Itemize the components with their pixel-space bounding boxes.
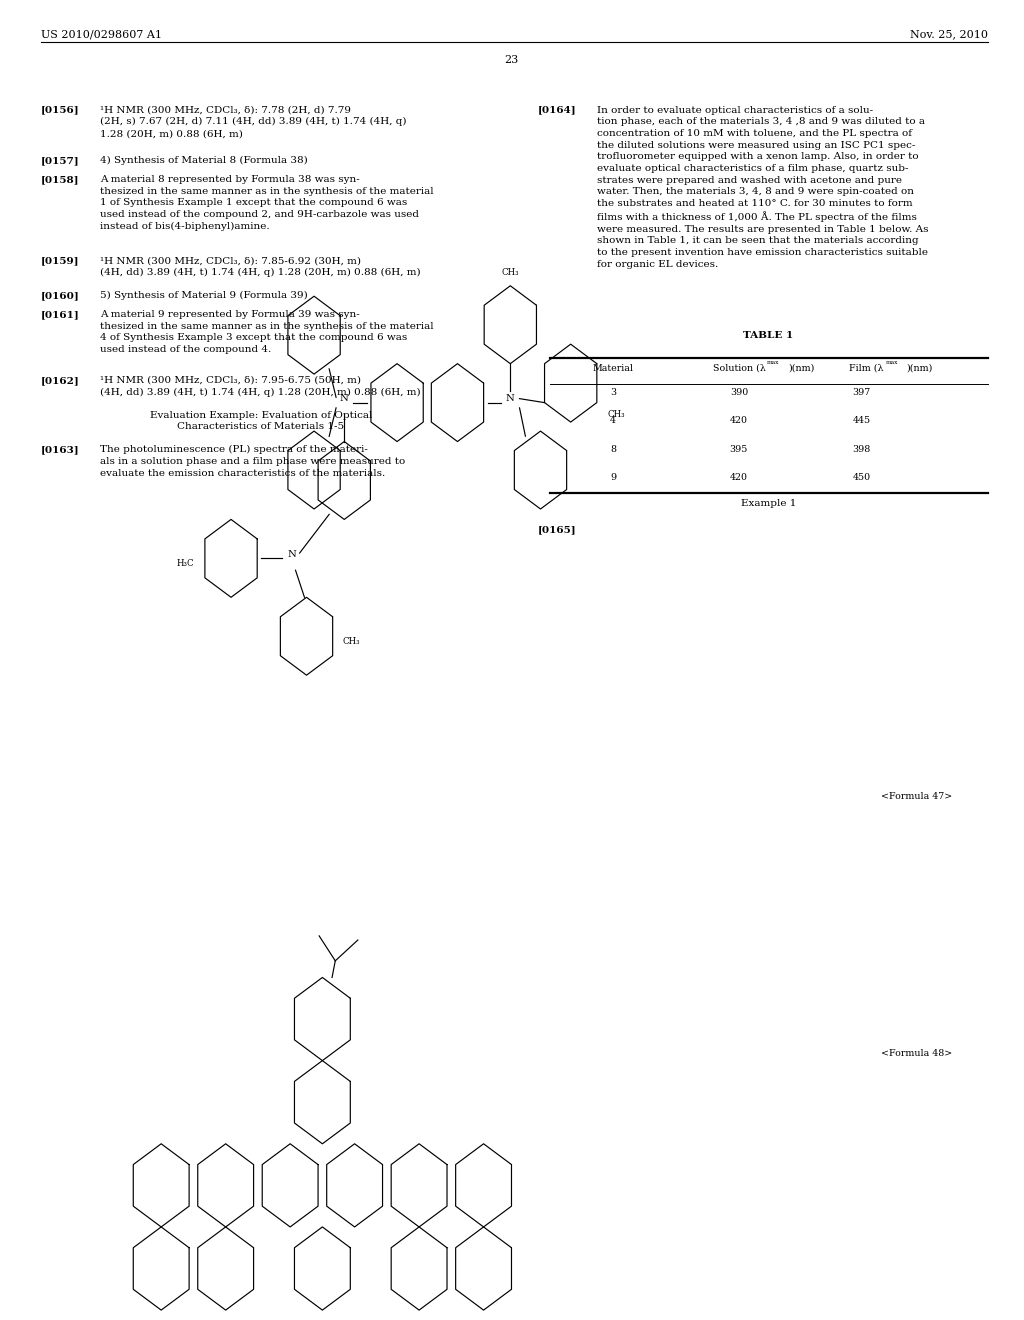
Text: 4: 4 bbox=[610, 416, 616, 425]
Text: Example 1: Example 1 bbox=[741, 499, 797, 508]
Text: 390: 390 bbox=[730, 388, 749, 397]
Text: Solution (λ: Solution (λ bbox=[714, 364, 766, 374]
Text: ¹H NMR (300 MHz, CDCl₃, δ): 7.85-6.92 (30H, m)
(4H, dd) 3.89 (4H, t) 1.74 (4H, q: ¹H NMR (300 MHz, CDCl₃, δ): 7.85-6.92 (3… bbox=[100, 256, 421, 277]
Text: H₃C: H₃C bbox=[177, 560, 195, 568]
Text: 450: 450 bbox=[853, 473, 870, 482]
Text: [0162]: [0162] bbox=[41, 376, 80, 385]
Text: max: max bbox=[886, 360, 898, 366]
Text: <Formula 47>: <Formula 47> bbox=[881, 792, 951, 801]
Text: 23: 23 bbox=[505, 55, 519, 66]
Text: max: max bbox=[767, 360, 779, 366]
Text: 420: 420 bbox=[730, 416, 748, 425]
Text: US 2010/0298607 A1: US 2010/0298607 A1 bbox=[41, 29, 162, 40]
Text: Film (λ: Film (λ bbox=[850, 364, 884, 374]
Text: <Formula 48>: <Formula 48> bbox=[881, 1049, 951, 1059]
Text: [0157]: [0157] bbox=[41, 156, 80, 165]
Text: [0163]: [0163] bbox=[41, 445, 80, 454]
Text: )(nm): )(nm) bbox=[788, 364, 814, 374]
Text: 9: 9 bbox=[610, 473, 616, 482]
Text: 3: 3 bbox=[610, 388, 616, 397]
Text: The photoluminescence (PL) spectra of the materi-
als in a solution phase and a : The photoluminescence (PL) spectra of th… bbox=[100, 445, 406, 478]
Text: [0158]: [0158] bbox=[41, 176, 80, 183]
Text: 8: 8 bbox=[610, 445, 616, 454]
Text: N: N bbox=[506, 395, 515, 403]
Text: Material: Material bbox=[593, 364, 634, 374]
Text: 5) Synthesis of Material 9 (Formula 39): 5) Synthesis of Material 9 (Formula 39) bbox=[100, 290, 308, 300]
Text: In order to evaluate optical characteristics of a solu-
tion phase, each of the : In order to evaluate optical characteris… bbox=[597, 106, 928, 269]
Text: 398: 398 bbox=[853, 445, 870, 454]
Text: A material 8 represented by Formula 38 was syn-
thesized in the same manner as i: A material 8 represented by Formula 38 w… bbox=[100, 176, 434, 231]
Text: [0161]: [0161] bbox=[41, 310, 80, 319]
Text: 420: 420 bbox=[730, 473, 748, 482]
Text: CH₃: CH₃ bbox=[502, 268, 519, 277]
Text: [0156]: [0156] bbox=[41, 106, 80, 115]
Text: 397: 397 bbox=[853, 388, 870, 397]
Text: [0159]: [0159] bbox=[41, 256, 80, 265]
Text: 395: 395 bbox=[730, 445, 749, 454]
Text: Nov. 25, 2010: Nov. 25, 2010 bbox=[909, 29, 987, 40]
Text: 445: 445 bbox=[853, 416, 870, 425]
Text: CH₃: CH₃ bbox=[343, 638, 360, 645]
Text: Evaluation Example: Evaluation of Optical
Characteristics of Materials 1-5: Evaluation Example: Evaluation of Optica… bbox=[150, 411, 372, 432]
Text: N: N bbox=[340, 395, 348, 403]
Text: ¹H NMR (300 MHz, CDCl₃, δ): 7.78 (2H, d) 7.79
(2H, s) 7.67 (2H, d) 7.11 (4H, dd): ¹H NMR (300 MHz, CDCl₃, δ): 7.78 (2H, d)… bbox=[100, 106, 407, 139]
Text: TABLE 1: TABLE 1 bbox=[743, 330, 794, 339]
Text: CH₃: CH₃ bbox=[607, 409, 625, 418]
Text: [0164]: [0164] bbox=[538, 106, 575, 115]
Text: ¹H NMR (300 MHz, CDCl₃, δ): 7.95-6.75 (50H, m)
(4H, dd) 3.89 (4H, t) 1.74 (4H, q: ¹H NMR (300 MHz, CDCl₃, δ): 7.95-6.75 (5… bbox=[100, 376, 421, 397]
Text: [0165]: [0165] bbox=[538, 525, 575, 535]
Text: N: N bbox=[287, 550, 296, 558]
Text: )(nm): )(nm) bbox=[907, 364, 933, 374]
Text: 4) Synthesis of Material 8 (Formula 38): 4) Synthesis of Material 8 (Formula 38) bbox=[100, 156, 308, 165]
Text: [0160]: [0160] bbox=[41, 290, 80, 300]
Text: A material 9 represented by Formula 39 was syn-
thesized in the same manner as i: A material 9 represented by Formula 39 w… bbox=[100, 310, 434, 354]
